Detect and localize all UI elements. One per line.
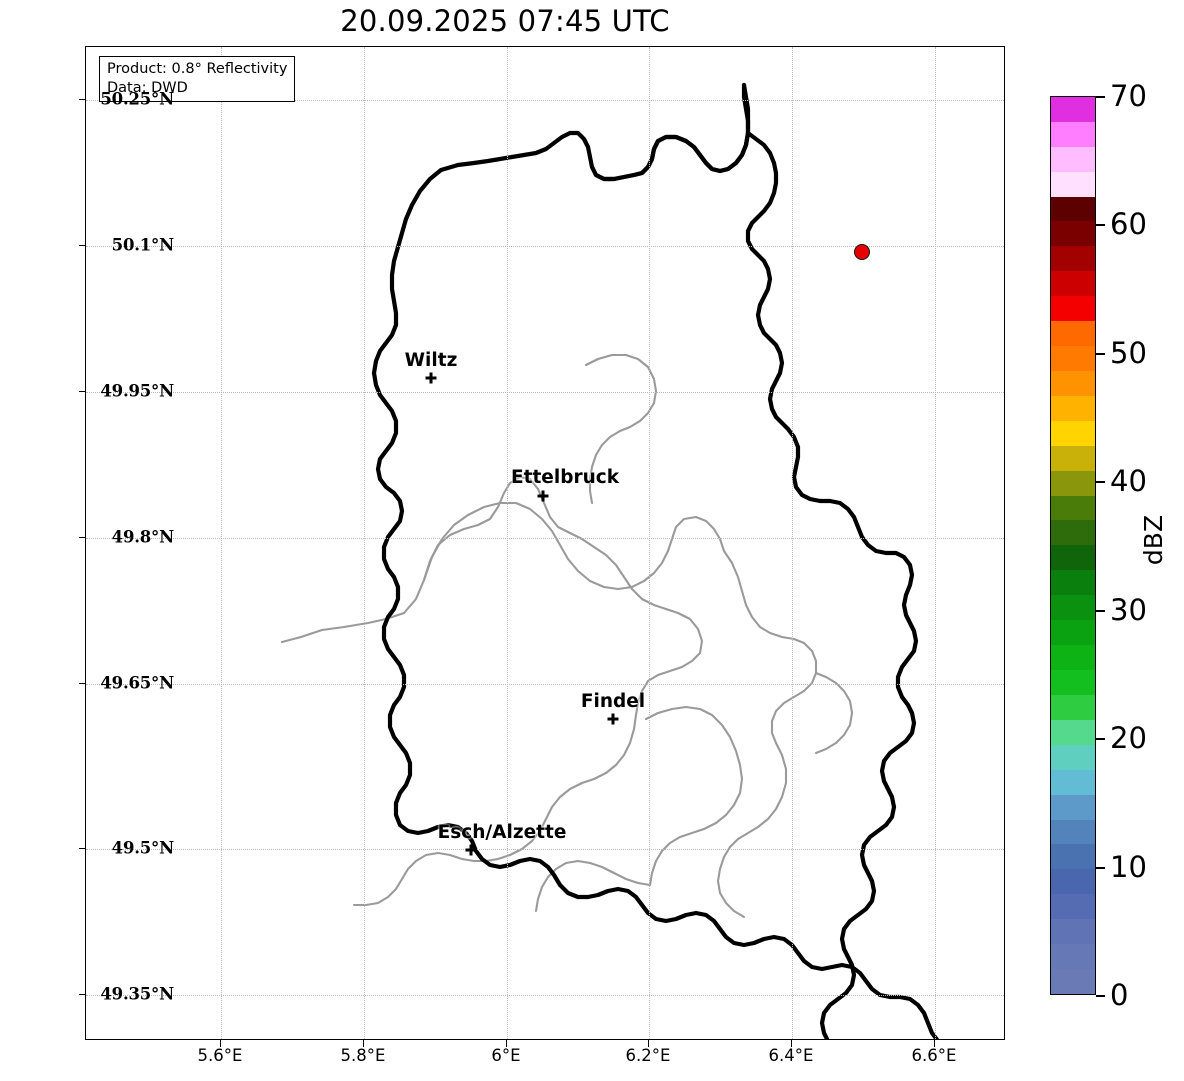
map-canvas: Wiltz Ettelbruck Findel Esch/Alzette Pro… xyxy=(86,47,1004,1039)
city-label-findel: Findel xyxy=(580,691,646,712)
luxembourg-map-svg xyxy=(280,82,940,1039)
colorbar-tick xyxy=(1096,609,1105,612)
city-label-ettelbruck: Ettelbruck xyxy=(510,467,620,488)
colorbar-band xyxy=(1051,694,1095,720)
colorbar-band xyxy=(1051,570,1095,596)
colorbar-band xyxy=(1051,96,1095,122)
x-tick-label: 6.2°E xyxy=(625,1046,671,1065)
dbz-colorbar[interactable] xyxy=(1050,96,1096,995)
y-tick-label: 49.35°N xyxy=(100,984,174,1004)
luxembourg-national-border xyxy=(371,82,940,1039)
city-label-esch-alzette: Esch/Alzette xyxy=(437,822,567,843)
colorbar-tick-label: 0 xyxy=(1110,978,1129,1012)
colorbar-band xyxy=(1051,196,1095,222)
colorbar-band xyxy=(1051,944,1095,970)
colorbar-band xyxy=(1051,121,1095,147)
colorbar-band xyxy=(1051,894,1095,920)
y-tick-label: 49.95°N xyxy=(100,381,174,401)
colorbar-tick xyxy=(1096,96,1105,98)
colorbar-tick-label: 70 xyxy=(1110,79,1147,113)
colorbar-band xyxy=(1051,520,1095,546)
colorbar-band xyxy=(1051,819,1095,845)
x-tick-label: 6.4°E xyxy=(768,1046,814,1065)
colorbar-tick-label: 60 xyxy=(1110,207,1147,242)
city-label-wiltz: Wiltz xyxy=(404,350,458,371)
colorbar-tick-label: 40 xyxy=(1110,464,1147,499)
colorbar-band xyxy=(1051,794,1095,820)
colorbar-band xyxy=(1051,645,1095,671)
colorbar-band xyxy=(1051,470,1095,496)
y-tick-label: 49.5°N xyxy=(111,838,175,858)
city-marker-findel xyxy=(607,713,619,725)
colorbar-tick-label: 10 xyxy=(1110,849,1147,884)
colorbar-band xyxy=(1051,919,1095,945)
colorbar-tick-label: 30 xyxy=(1110,592,1147,627)
colorbar-band xyxy=(1051,321,1095,347)
colorbar-band xyxy=(1051,844,1095,870)
x-tick-label: 6.6°E xyxy=(911,1046,957,1065)
colorbar-axis-label: dBZ xyxy=(1139,514,1168,566)
colorbar-band xyxy=(1051,869,1095,895)
colorbar-band xyxy=(1051,595,1095,621)
y-tick-label: 49.65°N xyxy=(100,673,174,693)
colorbar-band xyxy=(1051,495,1095,521)
info-product-line: Product: 0.8° Reflectivity xyxy=(107,61,288,77)
colorbar-band xyxy=(1051,271,1095,297)
colorbar-tick xyxy=(1096,352,1105,355)
colorbar-tick xyxy=(1096,995,1105,997)
colorbar-band xyxy=(1051,146,1095,172)
colorbar-band xyxy=(1051,296,1095,322)
colorbar-band xyxy=(1051,370,1095,396)
colorbar-tick xyxy=(1096,481,1105,484)
canton-borders xyxy=(280,353,854,919)
colorbar-band xyxy=(1051,221,1095,247)
colorbar-band xyxy=(1051,171,1095,197)
info-data-line: Data: DWD xyxy=(107,79,188,96)
colorbar-tick xyxy=(1096,224,1105,227)
y-tick-label: 50.25°N xyxy=(100,89,174,109)
city-marker-ettelbruck xyxy=(537,490,549,502)
luxembourg-east-border xyxy=(593,82,919,1039)
colorbar-band xyxy=(1051,545,1095,571)
colorbar-band xyxy=(1051,670,1095,695)
colorbar-tick xyxy=(1096,866,1105,869)
city-marker-esch-alzette xyxy=(465,844,477,856)
colorbar-band xyxy=(1051,969,1095,994)
colorbar-band xyxy=(1051,719,1095,745)
x-tick-label: 5.8°E xyxy=(340,1046,386,1065)
colorbar-tick-label: 50 xyxy=(1110,335,1147,370)
colorbar-band xyxy=(1051,346,1095,371)
colorbar-band xyxy=(1051,420,1095,446)
colorbar-band xyxy=(1051,744,1095,770)
city-marker-wiltz xyxy=(425,372,437,384)
colorbar-tick-label: 20 xyxy=(1110,721,1147,756)
colorbar-tick xyxy=(1096,738,1105,741)
x-tick-label: 5.6°E xyxy=(197,1046,243,1065)
map-axes[interactable]: Wiltz Ettelbruck Findel Esch/Alzette Pro… xyxy=(85,46,1005,1040)
y-tick-label: 49.8°N xyxy=(111,527,175,547)
radar-echo-point xyxy=(853,243,870,260)
y-tick-label: 50.1°N xyxy=(111,235,175,255)
figure-title: 20.09.2025 07:45 UTC xyxy=(340,4,670,38)
x-tick-label: 6°E xyxy=(491,1046,521,1065)
colorbar-band xyxy=(1051,620,1095,646)
colorbar-band xyxy=(1051,395,1095,421)
colorbar-band xyxy=(1051,246,1095,272)
colorbar-band xyxy=(1051,769,1095,795)
product-info-box: Product: 0.8° Reflectivity Data: DWD xyxy=(99,56,296,103)
colorbar-band xyxy=(1051,445,1095,471)
